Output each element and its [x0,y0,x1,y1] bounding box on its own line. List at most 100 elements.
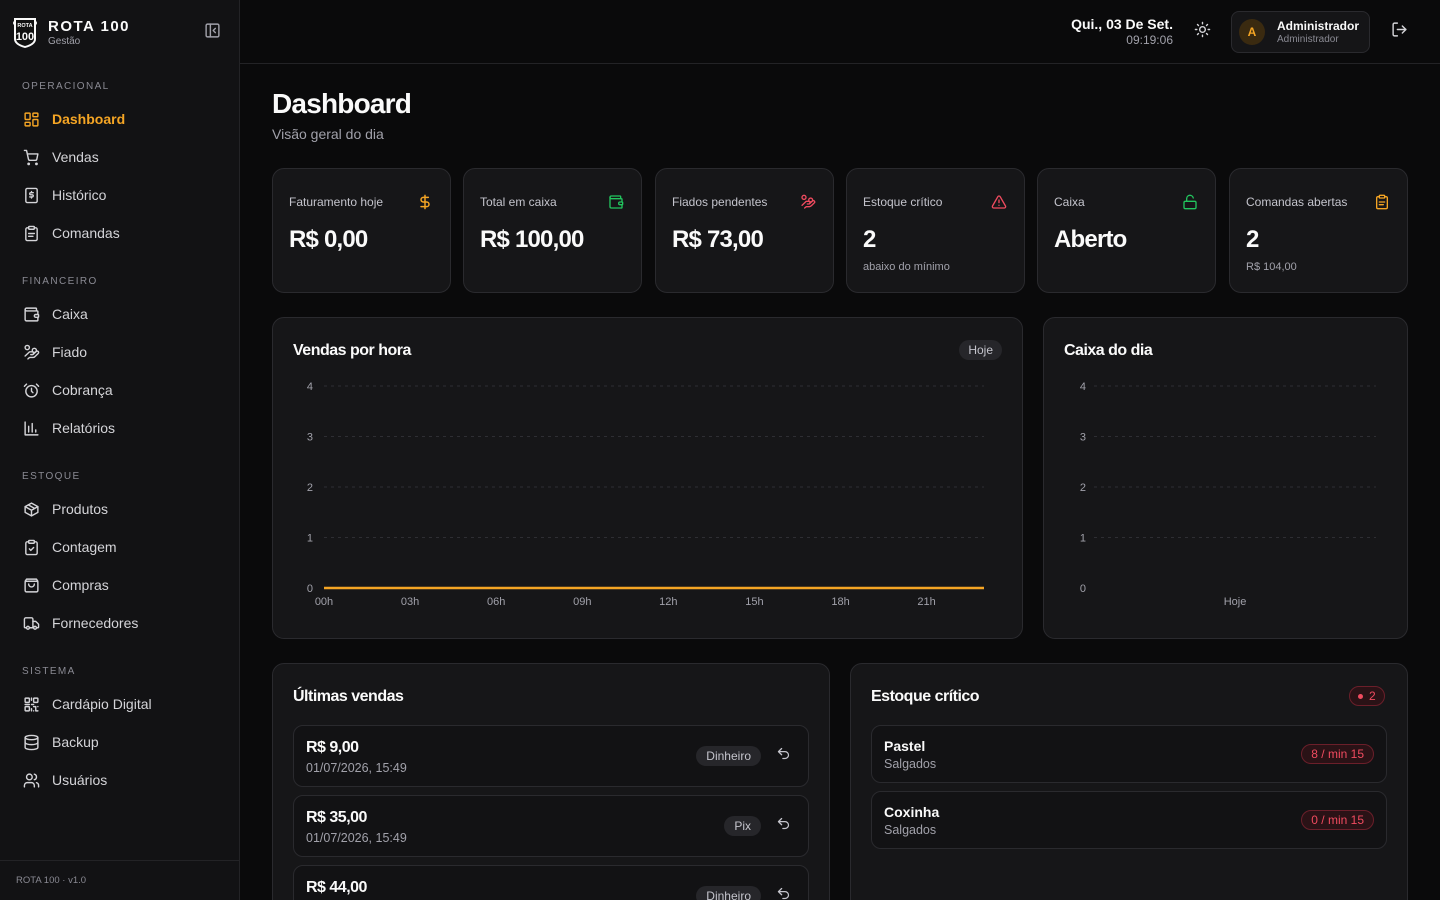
sale-row[interactable]: R$ 35,00 01/07/2026, 15:49 Pix [293,795,809,857]
unlock-icon [1181,193,1199,211]
sidebar-item-label: Fiado [52,344,88,360]
dollar-icon [416,193,434,211]
svg-text:ROTA: ROTA [17,23,32,29]
critical-count-badge: 2 [1349,686,1385,706]
sun-icon [1194,21,1211,43]
stat-card-total-caixa: Total em caixa R$ 100,00 [463,168,642,293]
sidebar-item-produtos[interactable]: Produtos [0,490,239,528]
user-role: Administrador [1277,34,1339,45]
sales-per-hour-chart: 0 1 2 3 4 00h 03h 06h 09h 12h 15h 18h 21h [307,381,984,608]
brand[interactable]: ROTA 100 ROTA 100 Gestão [10,14,130,50]
svg-text:100: 100 [16,31,34,43]
section-label: OPERACIONAL [22,81,110,92]
package-icon [22,500,40,518]
stat-card-estoque-critico: Estoque crítico 2 abaixo do mínimo [846,168,1025,293]
stat-value: R$ 100,00 [480,226,584,253]
collapse-sidebar-button[interactable] [202,23,222,43]
wallet-icon [607,193,625,211]
date-time-display: Qui., 03 De Set. 09:19:06 [1071,16,1173,47]
status-dot [1358,693,1363,699]
clipboard-check-icon [22,538,40,556]
section-label: SISTEMA [22,666,76,677]
payment-method-badge: Dinheiro [696,886,761,900]
sidebar-item-contagem[interactable]: Contagem [0,528,239,566]
undo-sale-button[interactable] [774,887,792,900]
sale-row[interactable]: R$ 9,00 01/07/2026, 15:49 Dinheiro [293,725,809,787]
user-menu[interactable]: A Administrador Administrador [1231,11,1370,53]
sidebar-item-label: Cobrança [52,382,113,398]
sidebar-item-cardapio-digital[interactable]: Cardápio Digital [0,685,239,723]
sidebar-item-fornecedores[interactable]: Fornecedores [0,604,239,642]
cash-of-day-panel: Caixa do dia 0 1 2 3 4 Hoje [1043,317,1408,639]
clipboard-icon [22,224,40,242]
x-tick-label: 12h [659,596,677,608]
sale-amount: R$ 9,00 [306,739,359,756]
stat-subtext: R$ 104,00 [1246,261,1297,273]
dashboard-icon [22,110,40,128]
sidebar-item-comandas[interactable]: Comandas [0,214,239,252]
undo-sale-button[interactable] [774,817,792,835]
sidebar-item-label: Compras [52,577,109,593]
y-tick-label: 0 [307,583,313,595]
stat-label: Estoque crítico [863,195,943,209]
y-tick-label: 1 [307,533,313,545]
x-tick-label: 15h [745,596,763,608]
sidebar-item-label: Relatórios [52,420,116,436]
panel-title: Caixa do dia [1064,342,1153,359]
payment-method-badge: Dinheiro [696,746,761,766]
x-tick-label: 21h [917,596,935,608]
sidebar-item-dashboard[interactable]: Dashboard [0,100,239,138]
panel-title: Vendas por hora [293,342,411,359]
section-label: ESTOQUE [22,471,81,482]
sidebar-item-usuarios[interactable]: Usuários [0,761,239,799]
sidebar-item-label: Usuários [52,772,108,788]
current-date: Qui., 03 De Set. [1071,16,1173,32]
topbar: Qui., 03 De Set. 09:19:06 A Administrado… [240,0,1440,64]
page-subtitle: Visão geral do dia [272,126,384,142]
product-name: Coxinha [884,804,940,820]
critical-count: 2 [1369,689,1376,703]
stat-value: R$ 73,00 [672,226,764,253]
warning-triangle-icon [990,193,1008,211]
sidebar-item-label: Comandas [52,225,120,241]
page-title: Dashboard [272,88,412,119]
y-tick-label: 3 [1080,432,1086,444]
sidebar-item-relatorios[interactable]: Relatórios [0,409,239,447]
nav-section-financeiro: FINANCEIRO Caixa Fiado Cobrança Relatóri… [0,275,239,447]
bar-chart-icon [22,419,40,437]
sidebar-item-fiado[interactable]: Fiado [0,333,239,371]
undo-sale-button[interactable] [774,747,792,765]
logout-button[interactable] [1389,22,1409,42]
nav-section-estoque: ESTOQUE Produtos Contagem Compras Fornec… [0,470,239,642]
y-tick-label: 3 [307,432,313,444]
theme-toggle-button[interactable] [1192,21,1212,43]
database-icon [22,733,40,751]
y-tick-label: 4 [307,381,313,393]
sidebar-item-backup[interactable]: Backup [0,723,239,761]
panel-title: Últimas vendas [293,688,404,705]
stat-value: R$ 0,00 [289,226,368,253]
stat-label: Total em caixa [480,195,557,209]
x-tick-label: 09h [573,596,591,608]
sidebar-item-label: Vendas [52,149,99,165]
stock-row[interactable]: Pastel Salgados 8 / min 15 [871,725,1387,783]
sidebar-item-label: Caixa [52,306,88,322]
stat-label: Fiados pendentes [672,195,768,209]
sidebar-item-historico[interactable]: Histórico [0,176,239,214]
y-tick-label: 4 [1080,381,1086,393]
y-tick-label: 2 [307,482,313,494]
sale-row[interactable]: R$ 44,00 Dinheiro [293,865,809,900]
section-label: FINANCEIRO [22,276,98,287]
stat-card-fiados: Fiados pendentes R$ 73,00 [655,168,834,293]
sidebar-item-vendas[interactable]: Vendas [0,138,239,176]
stock-level-badge: 8 / min 15 [1301,744,1374,764]
stock-row[interactable]: Coxinha Salgados 0 / min 15 [871,791,1387,849]
sidebar-item-caixa[interactable]: Caixa [0,295,239,333]
current-time: 09:19:06 [1126,33,1173,47]
sidebar-item-compras[interactable]: Compras [0,566,239,604]
sidebar-item-cobranca[interactable]: Cobrança [0,371,239,409]
avatar: A [1239,19,1265,45]
stat-value: Aberto [1054,226,1127,253]
panel-title: Estoque crítico [871,688,980,705]
period-badge[interactable]: Hoje [959,340,1002,360]
